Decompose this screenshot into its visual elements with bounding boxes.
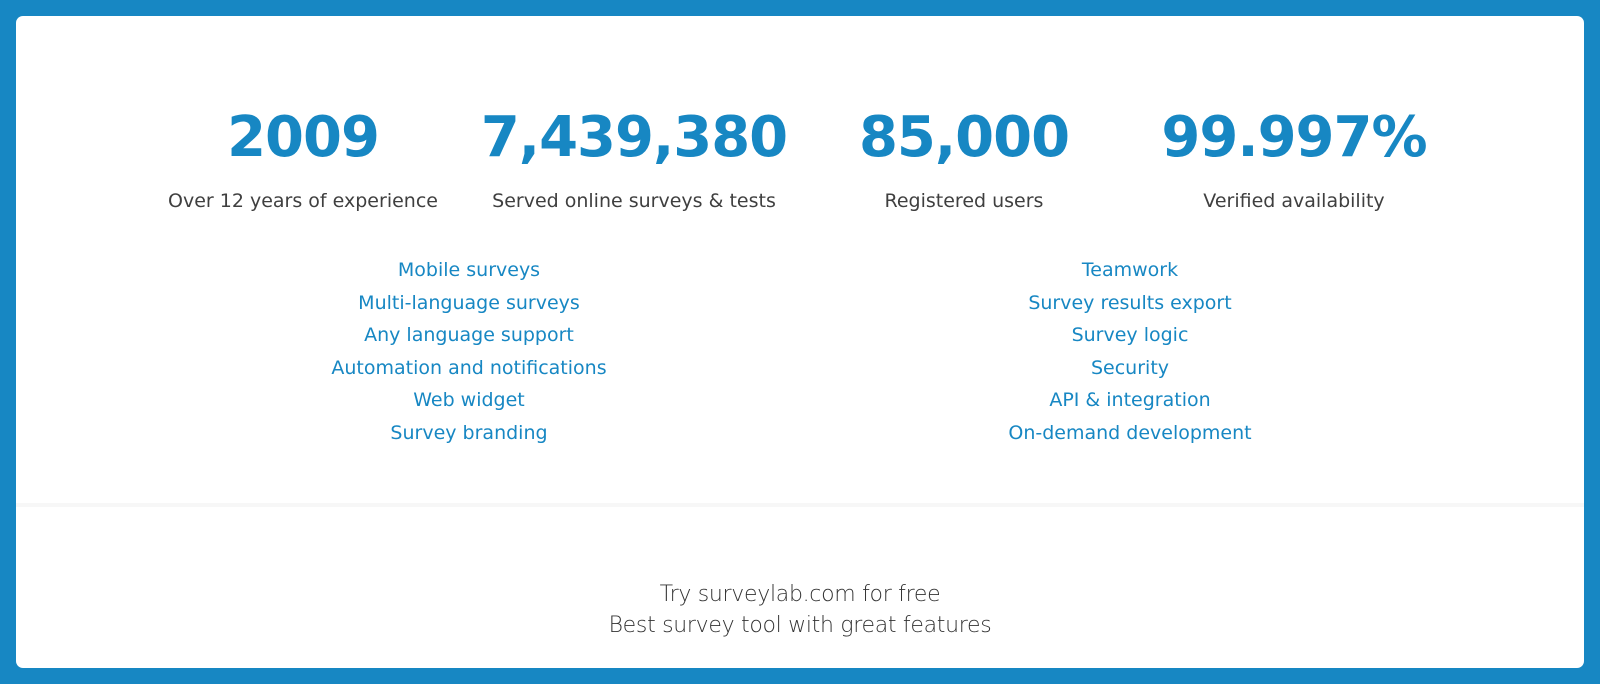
cta-text: Try surveylab.com for free Best survey t… bbox=[16, 579, 1584, 641]
stat-experience: 2009 Over 12 years of experience bbox=[143, 102, 463, 214]
stat-label: Verified availability bbox=[1203, 190, 1385, 212]
stat-value: 85,000 bbox=[858, 105, 1070, 170]
stat-value: 99.997% bbox=[1161, 105, 1427, 170]
stat-value: 2009 bbox=[227, 105, 380, 170]
feature-link-teamwork[interactable]: Teamwork bbox=[1081, 259, 1179, 281]
feature-link-mobile-surveys[interactable]: Mobile surveys bbox=[397, 259, 541, 281]
feature-link-on-demand-development[interactable]: On-demand development bbox=[1008, 421, 1252, 444]
stat-label: Registered users bbox=[884, 190, 1044, 212]
feature-link-multi-language-surveys[interactable]: Multi-language surveys bbox=[358, 291, 580, 314]
feature-link-automation-notifications[interactable]: Automation and notifications bbox=[331, 356, 607, 379]
feature-list-left: Mobile surveys Multi-language surveys An… bbox=[269, 254, 669, 450]
section-divider bbox=[16, 503, 1584, 507]
feature-link-survey-logic[interactable]: Survey logic bbox=[1071, 324, 1189, 347]
stat-value: 7,439,380 bbox=[480, 105, 788, 170]
stat-registered-users: 85,000 Registered users bbox=[804, 102, 1124, 214]
stats-row: 2009 Over 12 years of experience 7,439,3… bbox=[16, 102, 1584, 222]
feature-link-survey-branding[interactable]: Survey branding bbox=[390, 421, 548, 444]
stat-availability: 99.997% Verified availability bbox=[1134, 102, 1454, 214]
content-card: 2009 Over 12 years of experience 7,439,3… bbox=[16, 16, 1584, 668]
feature-link-security[interactable]: Security bbox=[1090, 356, 1170, 379]
cta-line-1: Try surveylab.com for free bbox=[659, 582, 941, 607]
stat-surveys-served: 7,439,380 Served online surveys & tests bbox=[474, 102, 794, 214]
stat-label: Over 12 years of experience bbox=[168, 190, 438, 212]
stat-label: Served online surveys & tests bbox=[492, 190, 776, 212]
feature-link-any-language-support[interactable]: Any language support bbox=[364, 324, 574, 347]
cta-line-2: Best survey tool with great features bbox=[608, 613, 992, 638]
feature-link-survey-results-export[interactable]: Survey results export bbox=[1028, 291, 1232, 314]
feature-list-right: Teamwork Survey results export Survey lo… bbox=[930, 254, 1330, 450]
feature-link-web-widget[interactable]: Web widget bbox=[413, 389, 525, 412]
feature-link-api-integration[interactable]: API & integration bbox=[1049, 389, 1211, 412]
